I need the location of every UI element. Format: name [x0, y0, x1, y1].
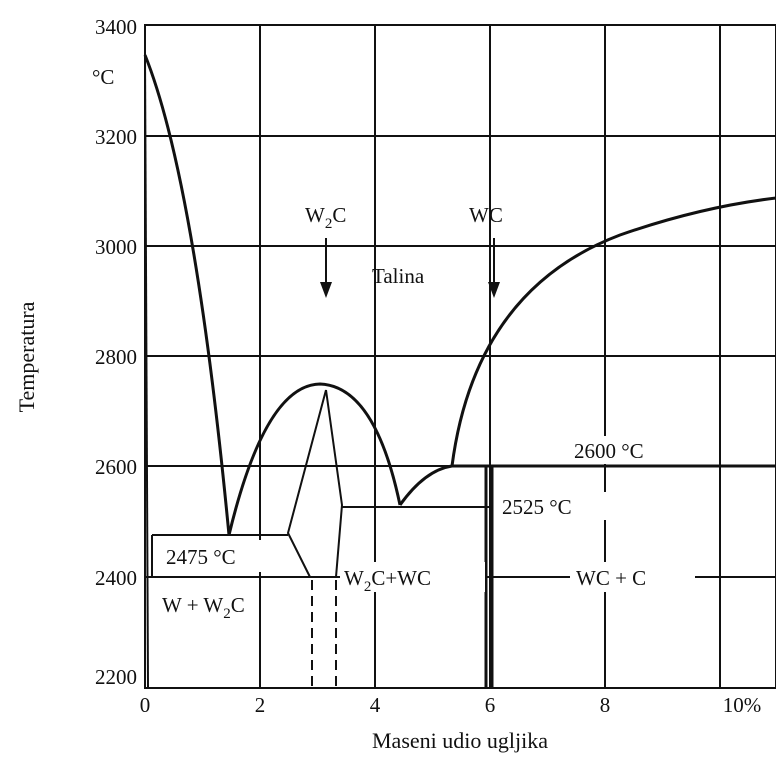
x-tick-4: 4 [370, 693, 381, 717]
y-tick-2200: 2200 [95, 665, 137, 689]
phase-boundaries [143, 54, 776, 689]
region-w-w2c-label: W + W2C [162, 593, 245, 622]
y-tick-3200: 3200 [95, 125, 137, 149]
y-tick-2800: 2800 [95, 345, 137, 369]
patch-w2c-wc [340, 562, 485, 592]
composition-arrows [320, 238, 500, 298]
region-w2c-wc-label: W2C+WC [344, 566, 431, 595]
w2c-left-boundary [286, 389, 327, 578]
patch-2475 [160, 540, 288, 572]
w2c-right-boundary [325, 389, 344, 578]
y-tick-3400: 3400 [95, 15, 137, 39]
x-tick-2: 2 [255, 693, 266, 717]
peritectic-2600 [398, 464, 776, 506]
y-axis: 3400 °C 3200 3000 2800 2600 2400 2200 Te… [14, 15, 137, 689]
x-axis: 0 2 4 6 8 10% Maseni udio ugljika [140, 693, 762, 753]
y-axis-title: Temperatura [14, 301, 39, 412]
w2c-dome [227, 382, 402, 536]
y-tick-2600: 2600 [95, 455, 137, 479]
wc-arrow-head [488, 282, 500, 298]
liquidus-w-side [143, 54, 231, 536]
w2c-marker-label: W2C [305, 203, 346, 232]
liquid-region-label: Talina [372, 264, 425, 288]
y-axis-unit: °C [92, 65, 114, 89]
x-tick-0: 0 [140, 693, 151, 717]
patch-2600 [570, 436, 690, 464]
label-patches [160, 436, 695, 592]
x-axis-title: Maseni udio ugljika [372, 728, 548, 753]
w2c-arrow-head [320, 282, 332, 298]
solvus-w [144, 54, 149, 689]
diagram-labels: W2C WC Talina 2600 °C 2525 °C 2475 °C W … [162, 203, 646, 622]
x-tick-8: 8 [600, 693, 611, 717]
wc-marker-label: WC [469, 203, 503, 227]
liquidus-c-side [450, 196, 776, 467]
temp-2600-label: 2600 °C [574, 439, 644, 463]
temp-2475-label: 2475 °C [166, 545, 236, 569]
region-wc-c-label: WC + C [576, 566, 646, 590]
temp-2525-label: 2525 °C [502, 495, 572, 519]
x-tick-10: 10% [723, 693, 762, 717]
patch-2525 [495, 492, 610, 520]
y-tick-3000: 3000 [95, 235, 137, 259]
patch-wc-c [570, 562, 695, 592]
y-tick-2400: 2400 [95, 566, 137, 590]
x-tick-6: 6 [485, 693, 496, 717]
